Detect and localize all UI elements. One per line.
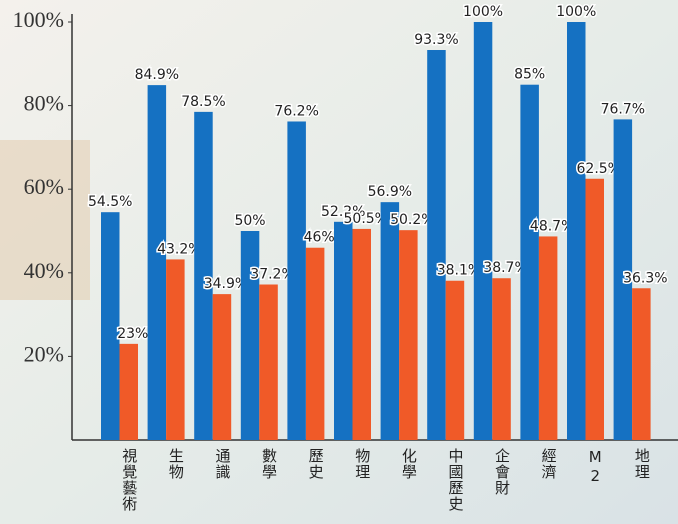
x-tick-label: 生物 xyxy=(167,448,185,480)
y-tick-label: 20% xyxy=(24,341,64,366)
x-tick-label: 中國歷史 xyxy=(446,448,464,512)
bar xyxy=(446,281,465,440)
x-tick-label: 化學 xyxy=(400,448,418,480)
bar xyxy=(381,202,400,440)
value-label: 84.9% xyxy=(135,67,179,83)
bar xyxy=(148,85,167,440)
bar xyxy=(539,236,558,440)
bar xyxy=(520,85,539,440)
bar xyxy=(427,50,446,440)
value-label: 85% xyxy=(514,67,545,83)
y-tick-label: 80% xyxy=(24,91,64,116)
value-label: 23% xyxy=(117,326,148,342)
x-tick-label: 視覺藝術 xyxy=(120,448,138,512)
bar xyxy=(166,259,185,440)
value-label: 76.2% xyxy=(274,103,318,119)
bar xyxy=(306,248,325,440)
chart: 20%40%60%80%100%54.5%23%視覺藝術84.9%43.2%生物… xyxy=(0,0,678,524)
bar xyxy=(353,229,372,440)
x-tick-label: M2 xyxy=(586,448,604,486)
value-label: 76.7% xyxy=(601,101,645,117)
value-label: 50% xyxy=(234,213,265,229)
y-tick-label: 40% xyxy=(24,258,64,283)
y-tick-label: 60% xyxy=(24,174,64,199)
value-label: 93.3% xyxy=(414,32,458,48)
bar xyxy=(287,121,306,440)
value-label: 36.3% xyxy=(623,270,667,286)
x-tick-label: 數學 xyxy=(260,448,278,480)
y-tick-label: 100% xyxy=(13,7,64,32)
x-tick-label: 歷史 xyxy=(307,448,325,480)
bar xyxy=(334,222,353,440)
bar xyxy=(241,231,259,440)
bar xyxy=(492,278,511,440)
value-label: 100% xyxy=(463,4,503,20)
x-tick-label: 物理 xyxy=(353,448,371,480)
value-label: 54.5% xyxy=(88,194,132,210)
x-tick-label: 經濟 xyxy=(540,448,558,480)
bar xyxy=(259,285,278,440)
bar xyxy=(632,288,651,440)
bar xyxy=(399,230,418,440)
bar xyxy=(213,294,232,440)
x-tick-label: 通識 xyxy=(213,448,231,480)
bar xyxy=(567,22,586,440)
x-tick-label: 地理 xyxy=(633,448,651,480)
x-tick-label: 企會財 xyxy=(493,447,511,496)
bar xyxy=(586,179,605,440)
value-label: 46% xyxy=(304,230,335,246)
value-label: 56.9% xyxy=(368,184,412,200)
bar xyxy=(120,344,139,440)
value-label: 78.5% xyxy=(181,94,225,110)
value-label: 100% xyxy=(556,4,596,20)
bar xyxy=(474,22,493,440)
